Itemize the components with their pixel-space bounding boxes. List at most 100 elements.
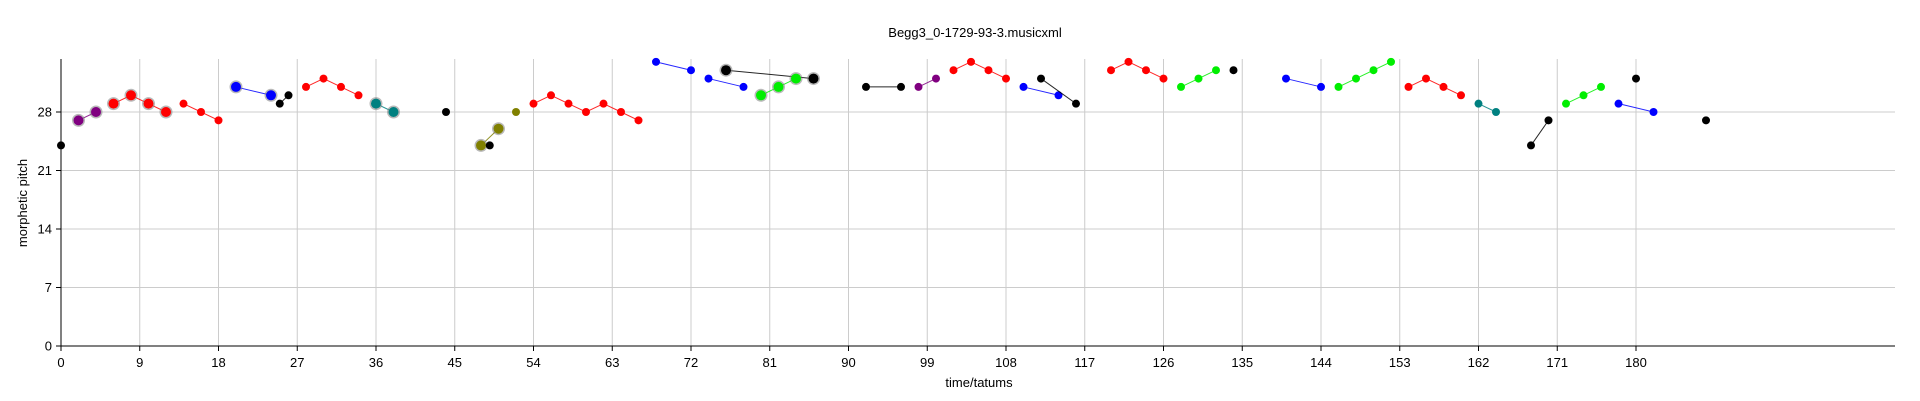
data-point [1404,82,1413,91]
data-point [791,73,801,84]
series-olive [474,122,505,152]
series-green [1177,66,1220,91]
data-point [897,82,905,91]
x-tick-label: 153 [1389,355,1411,370]
series-red [1404,74,1465,100]
data-point [57,141,65,150]
data-point [442,108,450,116]
y-tick-label: 28 [38,105,52,120]
x-tick-label: 117 [1074,355,1095,370]
data-point [721,65,731,76]
series-line [953,61,1007,80]
data-point [1317,82,1325,91]
data-point [126,90,136,101]
y-tick-label: 21 [38,163,52,178]
data-point [1194,74,1203,83]
series-line [1618,103,1654,113]
data-point [1037,74,1045,83]
data-point [1282,74,1290,83]
data-point [932,74,940,83]
data-point [231,81,241,92]
series-black [1702,116,1710,125]
data-point [704,74,713,83]
series-line [1285,78,1322,88]
data-point [617,108,625,116]
data-point [547,91,555,100]
data-point [319,74,328,83]
series-line [1338,61,1392,88]
series-green [1334,57,1395,91]
series-black [1527,116,1553,150]
x-tick-label: 90 [841,355,855,370]
data-point [1107,66,1115,75]
data-point [808,73,819,84]
data-point [179,99,188,108]
series-blue [704,74,748,91]
data-point [284,91,293,100]
data-point [1632,74,1640,83]
data-point [1457,91,1465,100]
series-line [305,78,359,96]
data-point [1159,74,1168,83]
chart-title: Begg3_0-1729-93-3.musicxml [888,25,1062,40]
data-point [266,90,276,101]
series-red [529,91,643,125]
series-teal [369,97,400,119]
x-tick-label: 72 [684,355,698,370]
data-point [1562,99,1570,108]
data-point [1142,66,1150,75]
series-black [1632,74,1640,83]
data-point [1649,108,1658,116]
series-purple [72,105,103,127]
x-tick-label: 0 [57,355,64,370]
data-point [512,108,520,116]
data-point [756,90,766,101]
x-tick-label: 180 [1625,355,1647,370]
data-point [161,107,171,117]
data-point [1474,99,1483,108]
series-blue [1614,99,1658,116]
data-point [862,82,870,91]
series-line [655,61,692,71]
data-point [1212,66,1220,75]
data-point [1579,91,1588,100]
data-point [1439,82,1448,91]
y-tick-label: 0 [45,339,52,354]
series-red [1107,57,1168,83]
data-point [1387,57,1395,66]
data-point [1527,141,1535,150]
data-point [1229,66,1238,75]
data-point [1177,82,1185,91]
data-point [687,66,695,75]
series-red [949,57,1010,83]
x-tick-label: 45 [448,355,462,370]
data-point [493,123,504,134]
x-tick-label: 9 [136,355,143,370]
data-point [652,57,660,66]
series-red [302,74,363,100]
data-point [582,108,590,116]
data-point [1702,116,1710,125]
data-series [57,57,1710,152]
series-green [754,72,803,102]
data-point [1002,74,1010,83]
axes [60,59,1895,347]
x-tick-label: 135 [1231,355,1253,370]
data-point [634,116,643,125]
series-purple [914,74,940,91]
data-point [143,98,154,109]
series-line [1110,61,1164,80]
x-tick-label: 171 [1546,355,1568,370]
x-tick-label: 54 [526,355,540,370]
series-black [485,141,494,150]
x-tick-label: 18 [211,355,225,370]
data-point [773,81,784,92]
data-point [1124,57,1133,66]
x-axis-label: time/tatums [945,375,1013,390]
series-line [1023,86,1059,96]
data-point [967,57,975,66]
data-point [984,66,993,75]
x-tick-label: 27 [290,355,304,370]
x-tick-label: 126 [1153,355,1175,370]
